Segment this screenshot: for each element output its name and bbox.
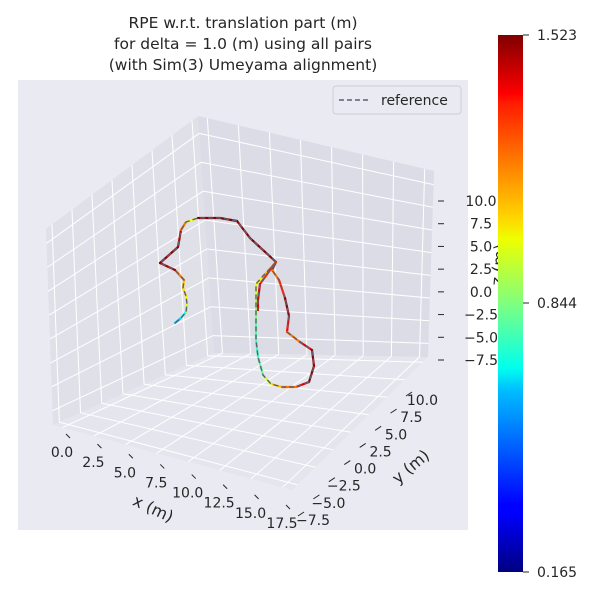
- right-pane-grid-horizontal: [210, 306, 430, 322]
- right-pane-grid-vertical: [237, 125, 252, 354]
- reference-path: [158, 217, 315, 388]
- x-tick-mark: [65, 433, 71, 439]
- x-tick-mark: [222, 484, 228, 490]
- back-pane-left: [46, 116, 214, 425]
- y-tick-mark: [328, 477, 336, 483]
- left-pane-grid-vertical: [131, 165, 145, 385]
- left-pane-grid-horizontal: [49, 248, 208, 340]
- y-tick-mark: [374, 425, 382, 431]
- y-tick-label: −2.5: [327, 479, 361, 495]
- right-pane-grid-horizontal: [204, 219, 432, 254]
- y-tick-mark: [313, 494, 320, 500]
- chart-title-line-3: (with Sim(3) Umeyama alignment): [109, 56, 378, 74]
- x-tick-label: 7.5: [145, 475, 167, 491]
- left-pane-grid-vertical: [171, 135, 187, 366]
- chart-title-line-1: RPE w.r.t. translation part (m): [128, 14, 357, 32]
- legend-box: [332, 85, 462, 115]
- x-tick-mark: [285, 504, 291, 510]
- colorbar-gradient: [498, 35, 523, 572]
- y-tick-mark: [359, 443, 366, 448]
- left-pane-grid-horizontal: [46, 132, 200, 244]
- y-tick-label: −7.5: [296, 513, 330, 529]
- floor-grid-line-x: [282, 356, 420, 488]
- x-tick-label: 10.0: [172, 486, 203, 502]
- left-pane-grid-vertical: [191, 120, 209, 356]
- y-tick-mark: [405, 391, 413, 397]
- z-tick-label: 2.5: [470, 262, 492, 278]
- y-tick-label: 5.0: [385, 427, 407, 443]
- right-pane-grid-horizontal: [212, 335, 429, 344]
- z-tick-label: 0.0: [470, 285, 492, 301]
- x-tick-mark: [191, 474, 197, 479]
- y-tick-mark: [297, 511, 305, 517]
- left-pane-grid-horizontal: [47, 190, 204, 292]
- x-tick-label: 17.5: [266, 516, 297, 532]
- floor-grid-line-x: [219, 355, 364, 471]
- x-tick-mark: [254, 494, 259, 500]
- y-tick-label: −5.0: [311, 496, 345, 512]
- z-tick-label: 5.0: [470, 239, 492, 255]
- z-tick-label: −2.5: [464, 308, 498, 324]
- left-pane-grid-vertical: [71, 209, 82, 413]
- x-tick-mark: [128, 453, 134, 459]
- ticks: 0.02.55.07.510.012.515.017.5−7.5−5.0−2.5…: [51, 194, 498, 532]
- z-tick-label: 7.5: [470, 217, 492, 233]
- right-pane-grid-horizontal: [199, 132, 434, 186]
- y-tick-mark: [344, 460, 351, 465]
- floor-grid-line-y: [101, 402, 334, 451]
- colorbar-mid-label: 0.844: [537, 296, 577, 312]
- legend-label: reference: [381, 93, 448, 109]
- grid-lines: [46, 118, 434, 488]
- right-pane-grid-horizontal: [201, 161, 433, 208]
- left-pane-grid-horizontal: [50, 277, 210, 364]
- x-tick-mark: [97, 443, 102, 449]
- chart-title-line-2: for delta = 1.0 (m) using all pairs: [114, 35, 372, 53]
- right-pane-grid-vertical: [268, 132, 280, 355]
- floor-grid-line-y: [144, 383, 370, 416]
- x-tick-mark: [159, 464, 165, 469]
- left-pane-grid-horizontal: [51, 306, 212, 388]
- x-tick-label: 5.0: [114, 465, 136, 481]
- x-tick-label: 0.0: [51, 445, 73, 461]
- y-tick-label: 0.0: [354, 462, 376, 478]
- y-tick-mark: [390, 408, 397, 414]
- colorbar-max-label: 1.523: [537, 28, 577, 44]
- colorbar-min-label: 0.165: [537, 565, 577, 581]
- x-tick-label: 12.5: [204, 496, 235, 512]
- right-pane-grid-vertical: [206, 118, 223, 354]
- colorbar: 1.523 0.844 0.165: [498, 28, 577, 581]
- x-tick-label: 2.5: [82, 455, 104, 471]
- right-pane-grid-vertical: [362, 154, 364, 356]
- left-pane-grid-vertical: [111, 179, 124, 394]
- floor-pane: [53, 353, 428, 490]
- floor-grid-line-y: [59, 421, 298, 486]
- left-pane-grid-vertical: [91, 194, 103, 404]
- z-tick-label: −5.0: [464, 330, 498, 346]
- legend: reference: [332, 85, 462, 115]
- floor-grid-line-y: [186, 364, 405, 381]
- right-pane-grid-vertical: [419, 168, 426, 357]
- y-tick-label: 2.5: [369, 444, 391, 460]
- z-tick-label: −7.5: [464, 353, 498, 369]
- left-pane-grid-vertical: [151, 150, 166, 375]
- right-pane-grid-horizontal: [206, 248, 431, 276]
- left-pane-grid-horizontal: [52, 335, 214, 412]
- left-pane-grid-horizontal: [47, 161, 202, 268]
- right-pane-grid-vertical: [331, 147, 336, 356]
- floor-grid-line-y: [207, 355, 423, 363]
- floor-grid-line-y: [122, 393, 352, 433]
- left-pane-grid-vertical: [51, 224, 60, 423]
- floor-grid-line-y: [80, 412, 316, 468]
- z-tick-label: 10.0: [465, 194, 496, 210]
- x-tick-label: 15.0: [235, 506, 266, 522]
- floor-grid-line-x: [250, 355, 392, 480]
- right-pane-grid-horizontal: [208, 277, 430, 299]
- right-pane-grid-horizontal: [202, 190, 433, 231]
- right-pane-grid-vertical: [299, 139, 308, 355]
- right-pane-grid-vertical: [390, 161, 395, 357]
- floor-grid-line-x: [187, 354, 336, 463]
- y-tick-label: 10.0: [407, 393, 438, 409]
- y-tick-label: 7.5: [400, 410, 422, 426]
